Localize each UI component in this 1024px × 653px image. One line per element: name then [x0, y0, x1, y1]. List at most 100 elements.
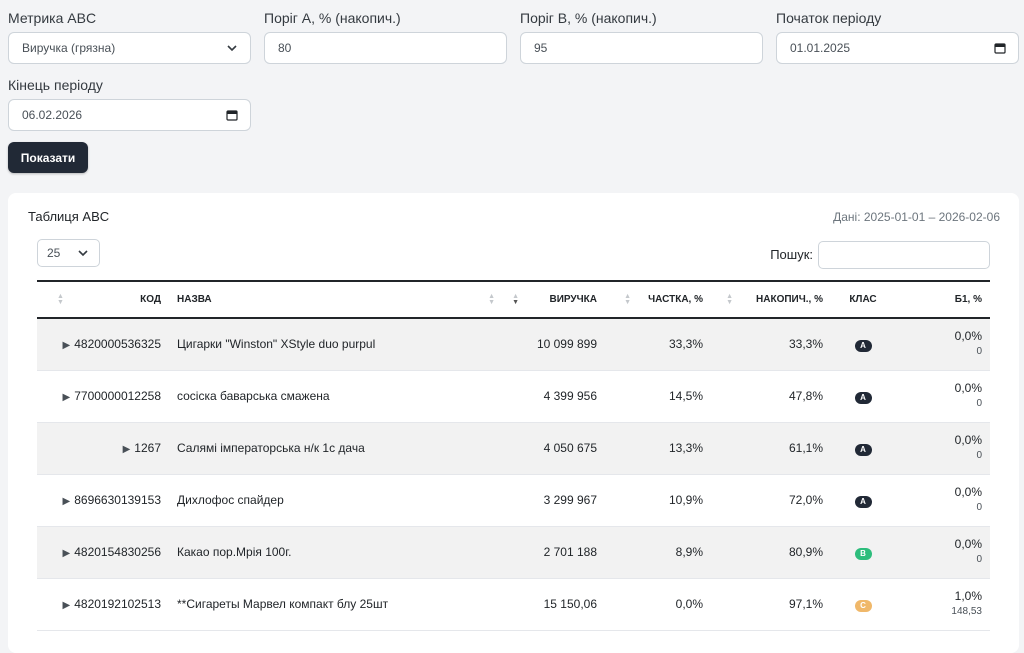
- table-row[interactable]: ▶ 7700000012258 сосіска баварська смажена 4…: [37, 370, 990, 423]
- cell-revenue: 15 150,06: [499, 578, 605, 631]
- sort-icon: ▲ ▼: [624, 293, 631, 306]
- chevron-down-icon: [78, 250, 88, 257]
- b1-value: 0: [976, 398, 982, 409]
- table-row[interactable]: ▶ 1267 Салямі імператорська н/к 1с дача 4 0…: [37, 422, 990, 475]
- cell-class: B: [831, 526, 895, 579]
- threshold-b-input[interactable]: 95: [520, 32, 763, 64]
- cell-revenue: 4 050 675: [499, 422, 605, 475]
- cell-cumulative: 61,1%: [711, 422, 831, 475]
- page-size-select[interactable]: 25: [37, 239, 100, 267]
- b1-percent: 0,0%: [954, 433, 982, 447]
- threshold-b-field: Поріг B, % (накопич.) 95: [520, 10, 763, 64]
- table-row[interactable]: ▶ 4820000536325 Цигарки "Winston" XStyle d…: [37, 318, 990, 371]
- table-row[interactable]: ▶ 4820192102513 **Сигареты Марвел компакт …: [37, 578, 990, 631]
- table-row[interactable]: ▶ 8696630139153 Дихлофос спайдер 3 299 967 1…: [37, 474, 990, 527]
- cell-share: 13,3%: [605, 422, 711, 475]
- abc-table-card: Таблиця ABC Дані: 2025-01-01 – 2026-02-0…: [8, 193, 1019, 653]
- expand-caret-icon[interactable]: ▶: [62, 340, 71, 352]
- cell-code: ▶ 7700000012258: [37, 370, 169, 423]
- column-header-class[interactable]: КЛАС: [831, 280, 895, 319]
- class-badge: A: [854, 443, 872, 456]
- period-start-input[interactable]: 01.01.2025: [776, 32, 1019, 64]
- expand-caret-icon[interactable]: ▶: [62, 392, 71, 403]
- cell-revenue: 3 299 967: [499, 474, 605, 527]
- class-badge: A: [854, 391, 872, 404]
- metric-select-value: Виручка (грязна): [22, 41, 116, 55]
- period-start-label: Початок періоду: [776, 10, 882, 26]
- expand-caret-icon[interactable]: ▶: [122, 444, 131, 455]
- cell-cumulative: 47,8%: [711, 370, 831, 423]
- cell-code: ▶ 8696630139153: [37, 474, 169, 527]
- cell-revenue: 10 099 899: [499, 318, 605, 371]
- b1-value: 0: [976, 346, 982, 358]
- cell-b1: 0,0% 0: [895, 318, 990, 371]
- b1-value: 0: [976, 554, 982, 565]
- search-label: Пошук:: [770, 247, 813, 262]
- column-header-code[interactable]: ▲ ▼ КОД: [37, 280, 169, 319]
- class-badge: C: [854, 599, 872, 612]
- cell-cumulative: 80,9%: [711, 526, 831, 579]
- threshold-a-input[interactable]: 80: [264, 32, 507, 64]
- column-header-revenue[interactable]: ▲ ▼ ВИРУЧКА: [499, 280, 605, 319]
- sort-icon: ▲ ▼: [488, 293, 495, 306]
- filters-panel: Метрика ABC Виручка (грязна) Поріг A, % …: [0, 0, 1024, 190]
- cell-share: 8,9%: [605, 526, 711, 579]
- metric-label: Метрика ABC: [8, 10, 97, 26]
- cell-class: A: [831, 370, 895, 423]
- b1-percent: 0,0%: [954, 537, 982, 551]
- class-badge: B: [854, 547, 872, 560]
- class-badge: A: [854, 339, 872, 352]
- calendar-icon[interactable]: [226, 109, 238, 121]
- threshold-a-label: Поріг A, % (накопич.): [264, 10, 401, 26]
- cell-b1: 0,0% 0: [895, 422, 990, 475]
- period-start-field: Початок періоду 01.01.2025: [776, 10, 1019, 64]
- b1-percent: 1,0%: [954, 589, 982, 603]
- period-end-value: 06.02.2026: [22, 108, 83, 122]
- column-header-name[interactable]: НАЗВА ▲ ▼: [169, 280, 499, 319]
- b1-percent: 0,0%: [954, 485, 982, 499]
- cell-cumulative: 33,3%: [711, 318, 831, 371]
- cell-revenue: 4 399 956: [499, 370, 605, 423]
- cell-cumulative: 97,1%: [711, 578, 831, 631]
- metric-select[interactable]: Виручка (грязна): [8, 32, 251, 64]
- search-input[interactable]: [818, 241, 990, 269]
- period-end-label: Кінець періоду: [8, 77, 103, 93]
- table-row[interactable]: ▶ 4820154830256 Какао пор.Мрія 100г. 2 701 …: [37, 526, 990, 579]
- column-header-cumulative[interactable]: ▲ ▼ НАКОПИЧ., %: [711, 280, 831, 319]
- cell-class: A: [831, 474, 895, 527]
- chevron-down-icon: [227, 45, 237, 52]
- table-header-row: ▲ ▼ КОД НАЗВА ▲ ▼ ▲ ▼ ВИРУЧКА ▲ ▼ ЧАСТКА, % ▲ ▼ НА…: [37, 280, 990, 319]
- abc-table: ▲ ▼ КОД НАЗВА ▲ ▼ ▲ ▼ ВИРУЧКА ▲ ▼ ЧАСТКА, % ▲ ▼ НА…: [37, 280, 990, 631]
- cell-share: 14,5%: [605, 370, 711, 423]
- cell-code: ▶ 4820000536325: [37, 318, 169, 371]
- class-badge: A: [854, 495, 872, 508]
- cell-code: ▶ 4820154830256: [37, 526, 169, 579]
- cell-name: **Сигареты Марвел компакт блу 25шт: [169, 578, 499, 631]
- cell-share: 33,3%: [605, 318, 711, 371]
- column-header-share[interactable]: ▲ ▼ ЧАСТКА, %: [605, 280, 711, 319]
- b1-percent: 0,0%: [954, 329, 982, 344]
- cell-name: Дихлофос спайдер: [169, 474, 499, 527]
- cell-b1: 1,0% 148,53: [895, 578, 990, 631]
- calendar-icon[interactable]: [994, 42, 1006, 54]
- data-range: Дані: 2025-01-01 – 2026-02-06: [833, 210, 1000, 224]
- column-header-b1[interactable]: Б1, %: [895, 280, 990, 319]
- cell-revenue: 2 701 188: [499, 526, 605, 579]
- period-end-input[interactable]: 06.02.2026: [8, 99, 251, 131]
- cell-share: 10,9%: [605, 474, 711, 527]
- cell-b1: 0,0% 0: [895, 370, 990, 423]
- expand-caret-icon[interactable]: ▶: [62, 548, 71, 559]
- cell-class: A: [831, 318, 895, 371]
- expand-caret-icon[interactable]: ▶: [62, 600, 71, 611]
- show-button[interactable]: Показати: [8, 142, 88, 173]
- threshold-a-field: Поріг A, % (накопич.) 80: [264, 10, 507, 64]
- cell-class: A: [831, 422, 895, 475]
- b1-value: 0: [976, 450, 982, 461]
- page-size-value: 25: [47, 246, 61, 260]
- sort-icon: ▲ ▼: [512, 293, 519, 306]
- b1-value: 0: [976, 502, 982, 513]
- cell-name: Салямі імператорська н/к 1с дача: [169, 422, 499, 475]
- expand-caret-icon[interactable]: ▶: [62, 496, 71, 507]
- cell-b1: 0,0% 0: [895, 526, 990, 579]
- b1-percent: 0,0%: [954, 381, 982, 395]
